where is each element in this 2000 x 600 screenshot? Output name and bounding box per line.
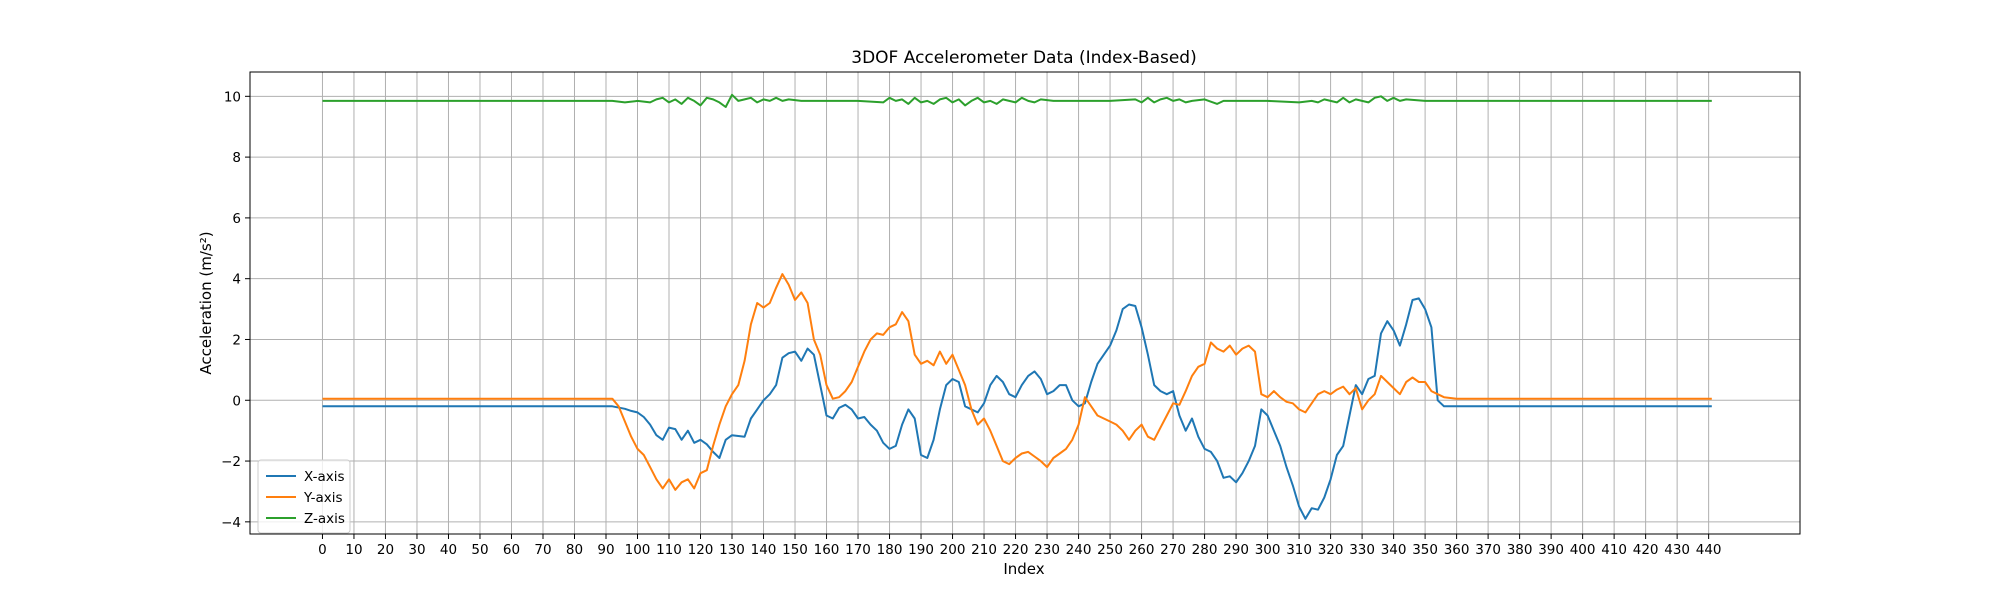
y-axis-label: Acceleration (m/s²) (197, 231, 215, 374)
x-tick-label: 280 (1192, 542, 1218, 558)
x-tick-label: 40 (440, 542, 457, 558)
x-tick-label: 420 (1633, 542, 1659, 558)
y-tick-label: −4 (221, 515, 241, 531)
y-tick-label: 8 (232, 150, 241, 166)
x-tick-label: 440 (1696, 542, 1722, 558)
x-tick-label: 130 (719, 542, 745, 558)
x-tick-label: 240 (1066, 542, 1092, 558)
x-tick-label: 50 (471, 542, 488, 558)
x-tick-label: 70 (534, 542, 551, 558)
x-tick-label: 160 (814, 542, 840, 558)
legend: X-axis Y-axis Z-axis (257, 459, 351, 534)
legend-box (257, 459, 351, 534)
x-tick-label: 270 (1160, 542, 1186, 558)
y-tick-label: 2 (232, 332, 241, 348)
x-tick-label: 190 (908, 542, 934, 558)
y-tick-label: 4 (232, 272, 241, 288)
x-tick-label: 430 (1664, 542, 1690, 558)
plot-area-frame (249, 71, 1801, 535)
x-tick-label: 410 (1601, 542, 1627, 558)
axis-ticks: 0 10 20 30 40 50 60 70 80 90 100 110 120 130 140 150 160… (221, 89, 1721, 558)
x-tick-label: 380 (1507, 542, 1533, 558)
x-tick-label: 170 (845, 542, 871, 558)
x-tick-label: 320 (1318, 542, 1344, 558)
x-tick-label: 330 (1349, 542, 1375, 558)
y-tick-label: 10 (224, 89, 241, 105)
x-tick-label: 80 (566, 542, 583, 558)
legend-label: Z-axis (304, 511, 345, 527)
x-tick-label: 120 (688, 542, 714, 558)
x-tick-label: 10 (345, 542, 362, 558)
grid-lines (250, 72, 1800, 534)
x-tick-label: 250 (1097, 542, 1123, 558)
y-tick-label: −2 (221, 454, 241, 470)
y-tick-label: 6 (232, 211, 241, 227)
x-tick-label: 360 (1444, 542, 1470, 558)
x-axis-label: Index (1003, 560, 1044, 578)
x-tick-label: 0 (318, 542, 327, 558)
x-tick-label: 290 (1223, 542, 1249, 558)
chart-title: 3DOF Accelerometer Data (Index-Based) (851, 48, 1196, 68)
x-tick-label: 400 (1570, 542, 1596, 558)
x-tick-label: 150 (782, 542, 808, 558)
x-tick-label: 30 (408, 542, 425, 558)
x-tick-label: 110 (656, 542, 682, 558)
x-tick-label: 350 (1412, 542, 1438, 558)
x-tick-label: 210 (971, 542, 997, 558)
x-tick-label: 300 (1255, 542, 1281, 558)
series-line-y-axis (322, 273, 1712, 491)
x-tick-label: 180 (877, 542, 903, 558)
x-tick-label: 200 (940, 542, 966, 558)
x-tick-label: 90 (597, 542, 614, 558)
legend-label: Y-axis (303, 490, 343, 506)
x-tick-label: 390 (1538, 542, 1564, 558)
x-tick-label: 60 (503, 542, 520, 558)
legend-label: X-axis (304, 469, 345, 485)
x-tick-label: 220 (1003, 542, 1029, 558)
x-tick-label: 340 (1381, 542, 1407, 558)
x-tick-label: 230 (1034, 542, 1060, 558)
y-tick-label: 0 (232, 393, 241, 409)
series-line-x-axis (322, 297, 1712, 520)
series-line-z-axis (322, 93, 1712, 108)
x-tick-label: 370 (1475, 542, 1501, 558)
x-tick-label: 260 (1129, 542, 1155, 558)
x-tick-label: 310 (1286, 542, 1312, 558)
x-tick-label: 20 (377, 542, 394, 558)
plot-series (322, 93, 1712, 520)
x-tick-label: 140 (751, 542, 777, 558)
x-tick-label: 100 (625, 542, 651, 558)
